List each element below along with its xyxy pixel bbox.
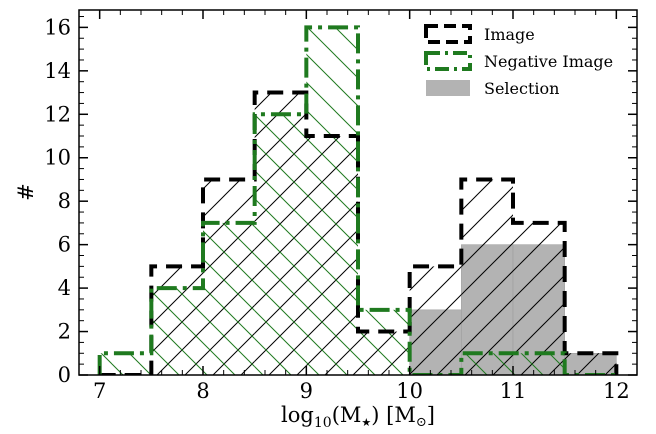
legend-swatch-selection xyxy=(426,80,470,96)
legend-swatch-negative-image xyxy=(424,51,472,71)
legend-entry-selection: Selection xyxy=(426,79,559,98)
negative-image-step-outline xyxy=(97,25,617,375)
x-axis-label-close: ] xyxy=(427,403,435,427)
y-tick-label: 10 xyxy=(44,146,71,170)
negative-image-hatch-bin xyxy=(203,222,255,375)
y-tick-label: 14 xyxy=(44,59,71,83)
x-tick-label: 7 xyxy=(93,379,106,403)
negative-image-hatch-bin xyxy=(254,114,307,375)
y-axis-ticks: 0 2 4 6 8 10 12 14 16 xyxy=(44,15,637,387)
x-axis-label-m: (M xyxy=(332,403,362,427)
negative-image-hatch-bin xyxy=(151,288,203,375)
y-tick-label: 0 xyxy=(58,363,71,387)
legend-entry-negative-image: Negative Image xyxy=(424,51,613,71)
legend-entry-image: Image xyxy=(424,24,535,44)
image-hatch-bin xyxy=(564,353,617,375)
y-tick-label: 16 xyxy=(44,15,71,39)
x-axis-label-star: ★ xyxy=(361,416,371,429)
negative-image-hatch-bin xyxy=(306,27,358,375)
x-tick-label: 11 xyxy=(500,379,527,403)
legend-label-image: Image xyxy=(484,25,535,44)
x-axis-label: log10(M★) [M⊙] xyxy=(281,403,435,431)
negative-image-hatch-bin xyxy=(461,353,513,375)
legend-label-selection: Selection xyxy=(484,79,559,98)
x-axis-label-sun: ⊙ xyxy=(416,415,427,430)
y-tick-label: 2 xyxy=(58,320,71,344)
y-tick-label: 8 xyxy=(58,189,71,213)
x-axis-label-unit: ) [M xyxy=(371,403,416,427)
legend-swatch-image xyxy=(424,24,472,44)
image-hatch-bin xyxy=(513,222,565,375)
x-axis-ticks: 7 8 9 10 11 12 xyxy=(93,10,630,403)
plot-area xyxy=(97,25,619,375)
x-tick-label: 12 xyxy=(603,379,630,403)
image-step-outline xyxy=(99,90,619,375)
y-axis-label: # xyxy=(14,183,38,201)
y-tick-label: 4 xyxy=(58,276,71,300)
legend: Image Negative Image Selection xyxy=(424,24,613,98)
x-tick-label: 10 xyxy=(396,379,423,403)
y-tick-label: 12 xyxy=(44,102,71,126)
image-hatch-bin xyxy=(461,179,513,375)
image-hatch-bin xyxy=(409,266,462,375)
legend-label-negative-image: Negative Image xyxy=(484,52,613,71)
x-tick-label: 8 xyxy=(196,379,209,403)
negative-image-hatch-fill xyxy=(99,27,565,375)
x-axis-label-sub: 10 xyxy=(314,415,332,431)
negative-image-hatch-bin xyxy=(358,309,410,375)
negative-image-hatch-bin xyxy=(513,353,565,375)
x-axis-label-log: log xyxy=(281,403,314,427)
x-tick-label: 9 xyxy=(300,379,313,403)
plot-frame xyxy=(78,9,638,376)
negative-image-hatch-bin xyxy=(99,353,152,375)
y-tick-label: 6 xyxy=(58,233,71,257)
